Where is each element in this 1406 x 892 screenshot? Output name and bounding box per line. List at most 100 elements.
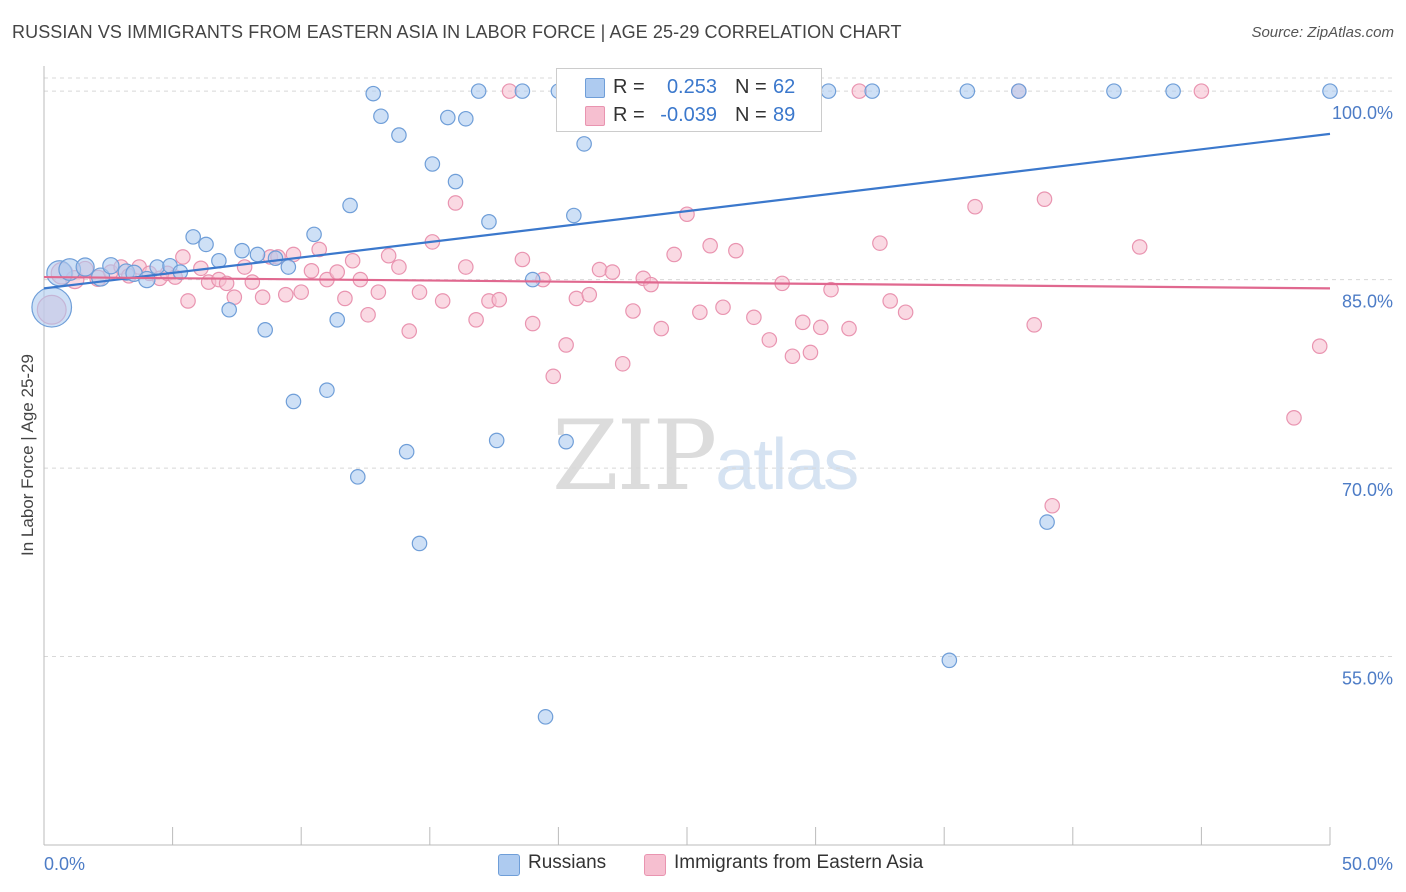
eastern-asia-point bbox=[468, 312, 484, 328]
legend-swatch-russians bbox=[498, 854, 520, 876]
legend-label-eastern-asia: Immigrants from Eastern Asia bbox=[674, 852, 924, 873]
chart-title: RUSSIAN VS IMMIGRANTS FROM EASTERN ASIA … bbox=[12, 22, 902, 42]
eastern-asia-point bbox=[761, 332, 778, 348]
watermark-atlas: atlas bbox=[715, 425, 859, 505]
russians-point bbox=[249, 246, 266, 263]
r-value: -0.039 bbox=[660, 104, 717, 126]
watermark-zip: ZIP bbox=[552, 400, 717, 512]
russians-point bbox=[1106, 83, 1122, 99]
trend-lines bbox=[43, 132, 1331, 290]
russians-point bbox=[365, 85, 382, 102]
eastern-asia-point bbox=[303, 263, 320, 279]
tick-labels: 100.0% 85.0% 70.0% 55.0% 0.0% 50.0% bbox=[44, 103, 1393, 874]
eastern-asia-point bbox=[236, 259, 253, 275]
eastern-asia-point bbox=[175, 249, 191, 265]
x-tick-label-max: 50.0% bbox=[1342, 854, 1393, 874]
eastern-asia-trend-line bbox=[43, 275, 1331, 290]
russians-point bbox=[524, 271, 541, 288]
russians-point bbox=[488, 432, 505, 449]
legend-swatch-eastern-asia bbox=[585, 106, 605, 126]
russians-point bbox=[558, 433, 574, 450]
eastern-asia-point bbox=[491, 291, 508, 308]
eastern-asia-point bbox=[514, 251, 531, 268]
n-value: 89 bbox=[773, 104, 796, 126]
eastern-asia-point bbox=[293, 284, 309, 300]
y-tick-label: 55.0% bbox=[1342, 669, 1393, 689]
russians-point bbox=[1010, 83, 1027, 99]
russians-point bbox=[373, 108, 389, 125]
eastern-asia-point bbox=[812, 319, 829, 336]
russians-point bbox=[285, 393, 302, 410]
legend-row-eastern-asia: R = -0.039 N = 89 bbox=[557, 101, 821, 129]
eastern-asia-point bbox=[1131, 239, 1148, 255]
russians-point bbox=[440, 109, 456, 126]
n-label: N = bbox=[735, 104, 767, 126]
r-label: R = bbox=[613, 76, 645, 98]
russians-point bbox=[566, 207, 582, 224]
y-tick-label: 70.0% bbox=[1342, 480, 1393, 500]
r-label: R = bbox=[613, 104, 645, 126]
eastern-asia-point bbox=[1193, 83, 1210, 99]
eastern-asia-point bbox=[337, 290, 353, 307]
legend-swatch-russians bbox=[585, 78, 605, 98]
russians-point bbox=[75, 257, 95, 277]
gridlines bbox=[44, 77, 1394, 658]
eastern-asia-point bbox=[728, 242, 744, 259]
russians-point bbox=[1039, 514, 1055, 530]
russians-point bbox=[319, 382, 335, 398]
russians-point bbox=[102, 257, 120, 275]
n-label: N = bbox=[735, 76, 767, 98]
correlation-legend: R = 0.253 N = 62 R = -0.039 N = 89 bbox=[556, 68, 822, 132]
eastern-asia-point bbox=[370, 284, 387, 300]
eastern-asia-point bbox=[702, 237, 718, 254]
axes bbox=[43, 66, 1331, 846]
russians-point bbox=[329, 312, 346, 328]
eastern-asia-point bbox=[872, 235, 888, 251]
eastern-asia-point bbox=[391, 259, 407, 275]
eastern-asia-point bbox=[625, 303, 641, 319]
eastern-asia-point bbox=[244, 274, 261, 290]
eastern-asia-point bbox=[1036, 191, 1053, 207]
eastern-asia-point bbox=[401, 323, 418, 339]
russians-point bbox=[447, 173, 464, 190]
eastern-asia-point bbox=[643, 276, 659, 293]
eastern-asia-point bbox=[524, 315, 541, 332]
russians-point bbox=[185, 229, 201, 245]
russians-point bbox=[864, 83, 880, 99]
russians-point bbox=[820, 83, 837, 99]
eastern-asia-point bbox=[380, 247, 397, 264]
russians-point bbox=[221, 301, 237, 318]
russians-point bbox=[959, 83, 976, 99]
eastern-asia-point bbox=[614, 355, 631, 372]
russians-point bbox=[941, 652, 958, 669]
russians-point bbox=[31, 286, 73, 328]
eastern-asia-point bbox=[794, 314, 811, 331]
russians-point bbox=[1165, 83, 1181, 99]
eastern-asia-point bbox=[604, 264, 621, 280]
eastern-asia-point bbox=[545, 368, 562, 385]
series-legend: Russians Immigrants from Eastern Asia bbox=[0, 852, 1406, 878]
russians-point bbox=[537, 709, 554, 725]
series-russians-points bbox=[31, 83, 1338, 725]
eastern-asia-point bbox=[329, 264, 346, 280]
russians-point bbox=[424, 156, 441, 172]
eastern-asia-point bbox=[1044, 497, 1061, 514]
zipatlas-watermark: ZIPatlas bbox=[552, 400, 859, 512]
russians-point bbox=[257, 322, 273, 338]
eastern-asia-point bbox=[447, 195, 464, 211]
russians-point bbox=[481, 214, 497, 230]
eastern-asia-point bbox=[558, 337, 574, 353]
eastern-asia-point bbox=[679, 206, 695, 223]
n-value: 62 bbox=[773, 76, 796, 98]
eastern-asia-point bbox=[897, 304, 914, 321]
legend-label-russians: Russians bbox=[528, 852, 607, 873]
russians-point bbox=[458, 110, 474, 127]
r-value: 0.253 bbox=[666, 76, 717, 98]
eastern-asia-point bbox=[180, 293, 196, 309]
eastern-asia-point bbox=[1311, 338, 1328, 354]
eastern-asia-point bbox=[653, 320, 670, 337]
russians-point bbox=[198, 236, 214, 253]
eastern-asia-point bbox=[967, 198, 983, 215]
eastern-asia-point bbox=[802, 344, 819, 361]
eastern-asia-point bbox=[254, 289, 271, 305]
